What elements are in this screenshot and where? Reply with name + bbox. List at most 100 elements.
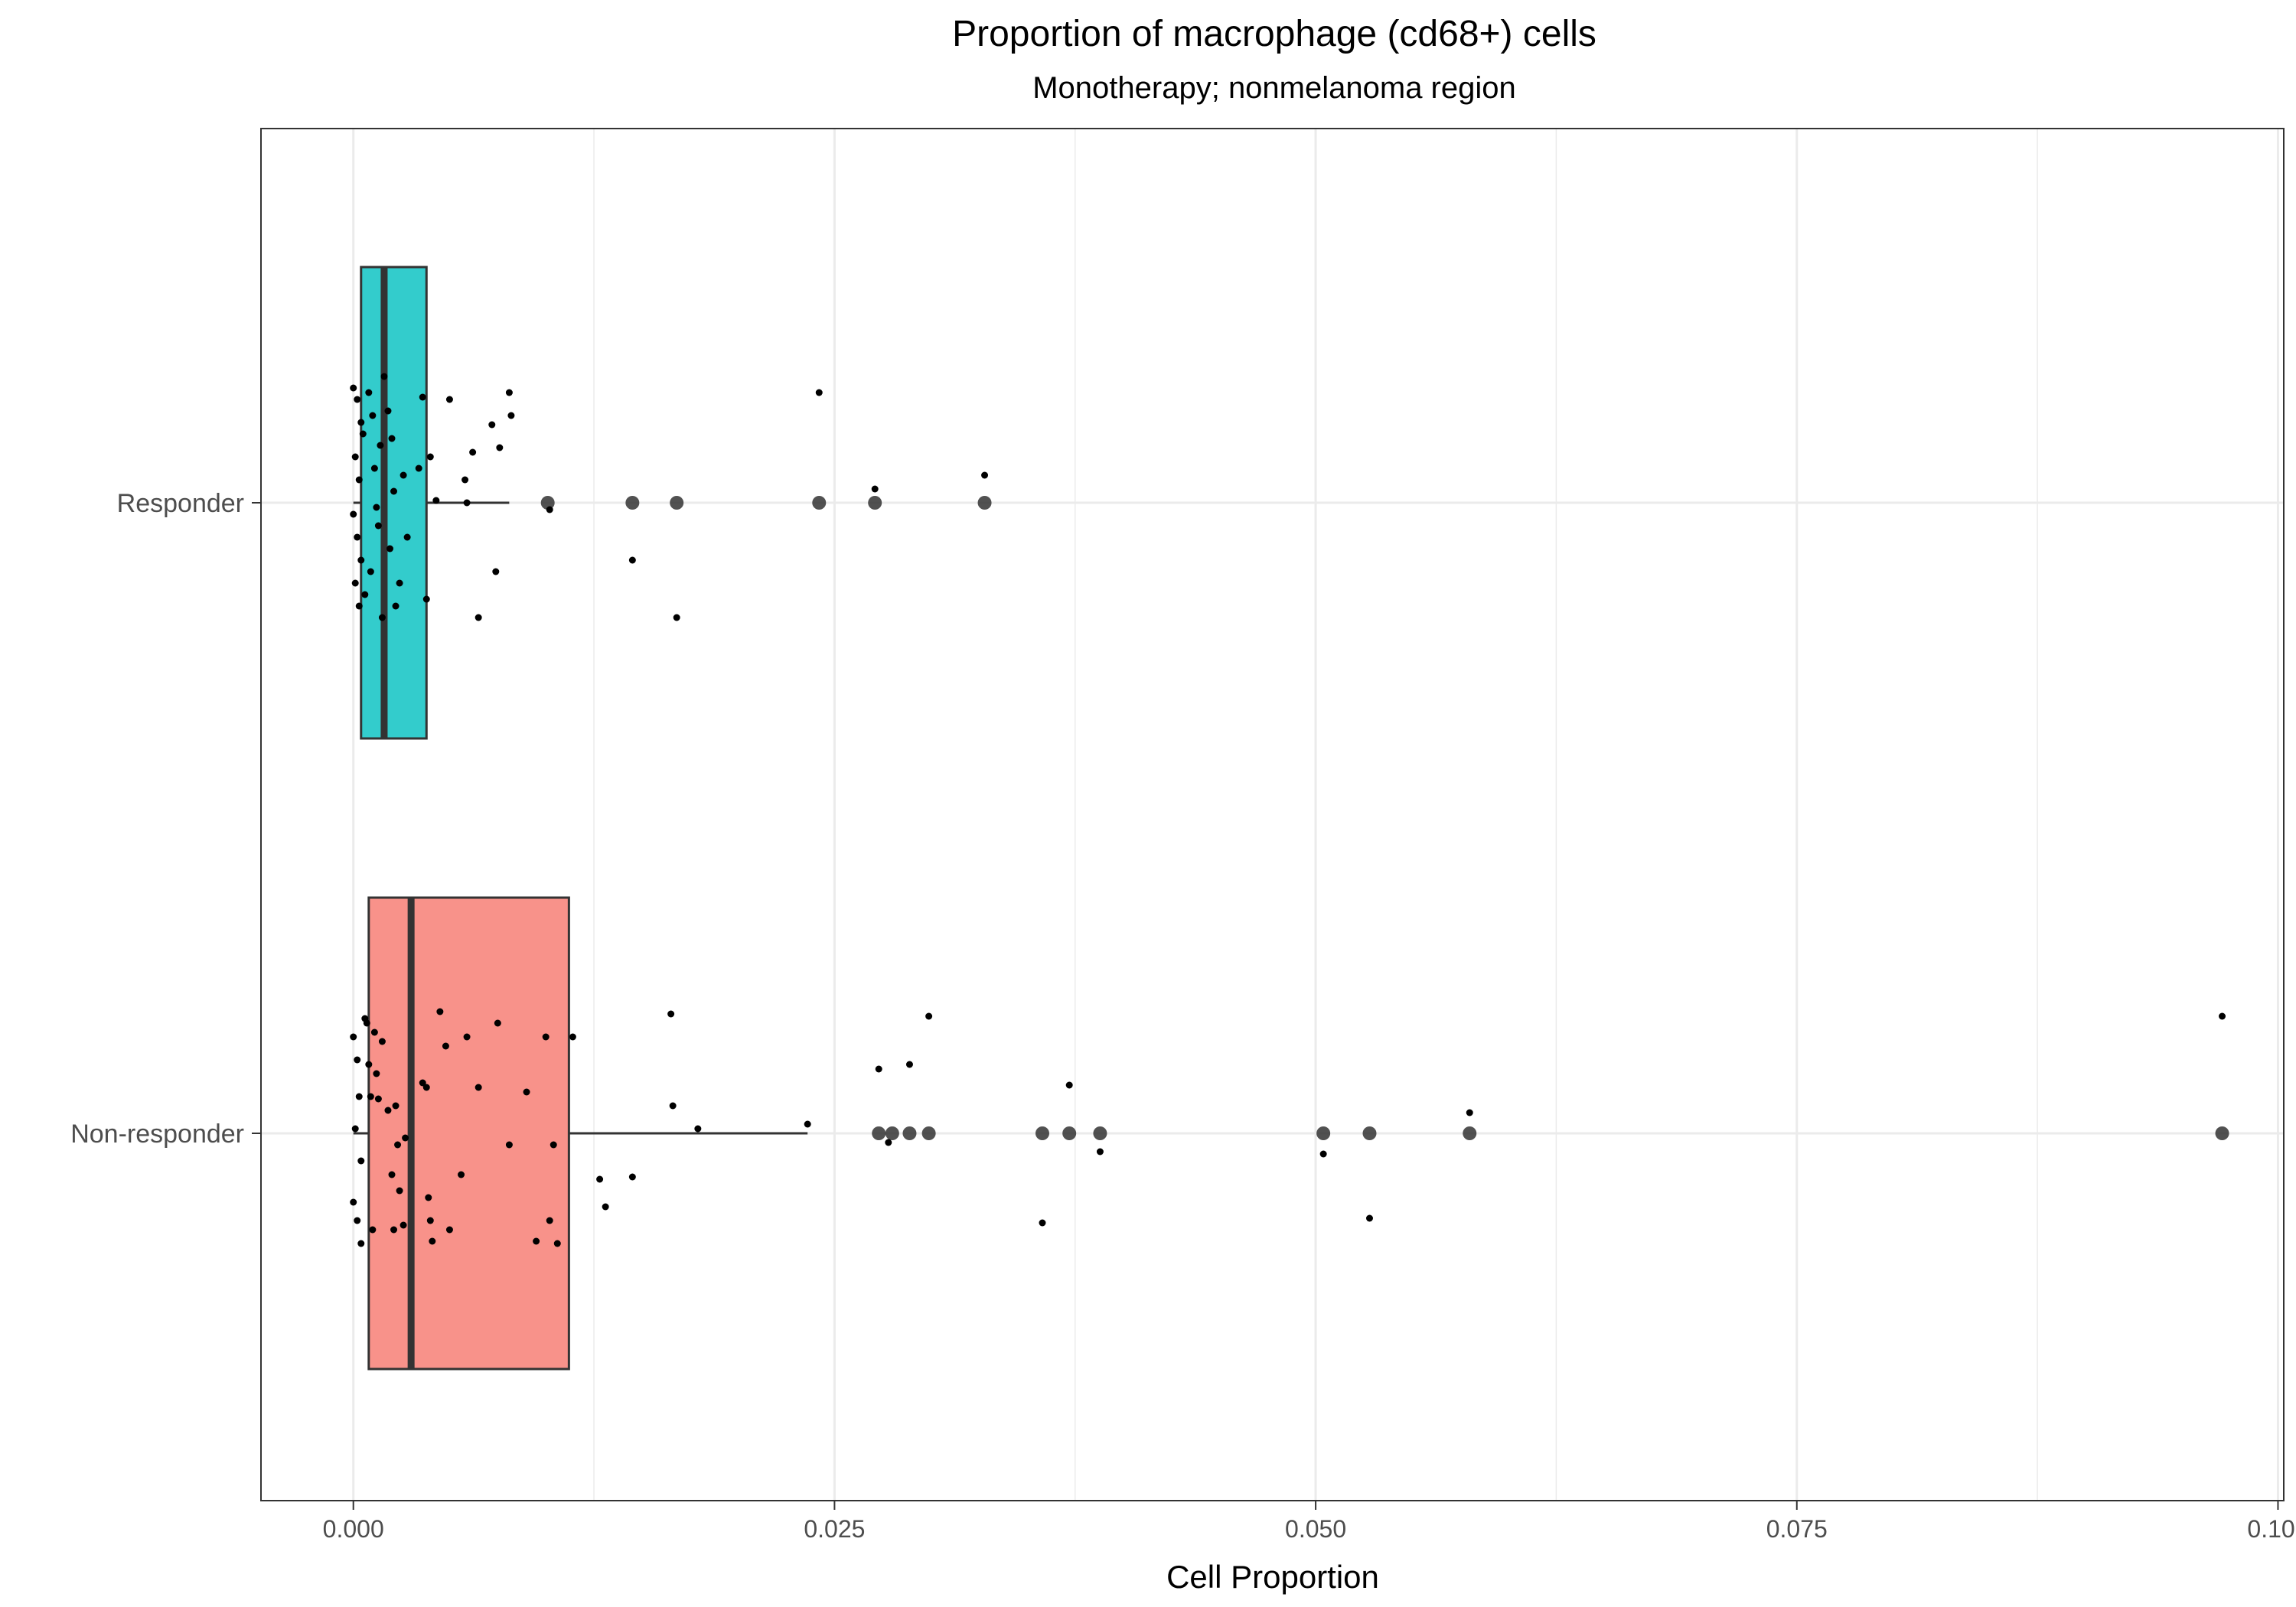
data-point bbox=[357, 1157, 365, 1165]
data-point bbox=[378, 614, 386, 621]
data-point bbox=[815, 389, 823, 396]
data-point bbox=[390, 1226, 398, 1234]
data-point bbox=[2219, 1012, 2226, 1020]
data-point bbox=[388, 435, 396, 442]
data-point bbox=[373, 504, 380, 511]
outlier-point bbox=[1062, 1126, 1077, 1140]
data-point bbox=[355, 1093, 363, 1100]
data-point bbox=[458, 1171, 465, 1178]
data-point bbox=[355, 602, 363, 610]
data-point bbox=[492, 568, 500, 575]
box-iqr bbox=[367, 896, 570, 1371]
outlier-point bbox=[921, 1126, 936, 1140]
data-point bbox=[396, 1187, 403, 1195]
data-point bbox=[669, 1102, 677, 1110]
data-point bbox=[981, 471, 989, 479]
data-point bbox=[694, 1125, 702, 1133]
data-point bbox=[357, 1240, 365, 1247]
data-point bbox=[392, 602, 400, 610]
data-point bbox=[426, 1217, 434, 1224]
data-point bbox=[394, 1141, 402, 1149]
data-point bbox=[350, 510, 357, 518]
data-point bbox=[442, 1042, 449, 1050]
outlier-point bbox=[1362, 1126, 1377, 1140]
outlier-point bbox=[1463, 1126, 1477, 1140]
data-point bbox=[507, 412, 515, 419]
axis-layer: 0.000 0.025 0.050 0.075 0.100 Responder Non-re… bbox=[70, 489, 2296, 1543]
outlier-point bbox=[902, 1126, 917, 1140]
data-point bbox=[357, 556, 365, 564]
x-tick-label: 0.000 bbox=[323, 1515, 384, 1543]
data-point bbox=[905, 1061, 913, 1068]
point-layer bbox=[350, 373, 2226, 1247]
data-point bbox=[350, 384, 357, 392]
data-point bbox=[380, 373, 388, 380]
data-point bbox=[392, 1102, 400, 1110]
data-point bbox=[422, 595, 430, 603]
data-point bbox=[596, 1175, 604, 1183]
data-point bbox=[445, 1226, 453, 1234]
data-point bbox=[363, 1019, 370, 1027]
data-point bbox=[370, 464, 378, 472]
data-point bbox=[475, 614, 482, 621]
data-point bbox=[351, 579, 359, 587]
data-point bbox=[384, 407, 392, 415]
data-point bbox=[533, 1237, 540, 1245]
data-point bbox=[628, 1173, 636, 1181]
outlier-point bbox=[540, 496, 555, 510]
data-point bbox=[804, 1120, 811, 1128]
data-point bbox=[550, 1141, 557, 1149]
box-layer bbox=[353, 266, 2229, 1371]
outlier-point bbox=[872, 1126, 886, 1140]
data-point bbox=[463, 499, 471, 507]
data-point bbox=[355, 476, 363, 484]
data-point bbox=[496, 444, 504, 451]
data-point bbox=[553, 1240, 561, 1247]
data-point bbox=[1365, 1214, 1373, 1222]
data-point bbox=[374, 522, 382, 530]
data-point bbox=[400, 471, 407, 479]
data-point bbox=[367, 568, 374, 575]
chart-title: Proportion of macrophage (cd68+) cells bbox=[952, 14, 1596, 54]
x-tick-label: 0.075 bbox=[1766, 1515, 1828, 1543]
data-point bbox=[667, 1010, 675, 1018]
data-point bbox=[628, 556, 636, 564]
data-point bbox=[377, 442, 384, 449]
data-point bbox=[569, 1033, 576, 1041]
data-point bbox=[350, 1033, 357, 1041]
data-point bbox=[469, 448, 477, 456]
data-point bbox=[463, 1033, 471, 1041]
data-point bbox=[350, 1198, 357, 1206]
y-category-label: Responder bbox=[117, 489, 244, 518]
data-point bbox=[365, 389, 373, 396]
data-point bbox=[436, 1008, 444, 1015]
outlier-point bbox=[625, 496, 640, 510]
data-point bbox=[875, 1065, 882, 1073]
data-point bbox=[369, 1226, 377, 1234]
data-point bbox=[546, 1217, 553, 1224]
data-point bbox=[359, 430, 367, 438]
data-point bbox=[400, 1221, 407, 1229]
outlier-point bbox=[1035, 1126, 1049, 1140]
outlier-point bbox=[885, 1126, 899, 1140]
x-tick-label: 0.050 bbox=[1285, 1515, 1346, 1543]
data-point bbox=[488, 421, 496, 429]
data-point bbox=[1065, 1081, 1073, 1089]
y-category-label: Non-responder bbox=[70, 1120, 244, 1149]
data-point bbox=[369, 412, 377, 419]
outlier-point bbox=[670, 496, 684, 510]
data-point bbox=[546, 506, 553, 513]
data-point bbox=[445, 396, 453, 403]
data-point bbox=[523, 1088, 530, 1096]
data-point bbox=[1466, 1109, 1473, 1116]
data-point bbox=[378, 1038, 386, 1045]
data-point bbox=[367, 1093, 374, 1100]
data-point bbox=[461, 476, 469, 484]
data-point bbox=[425, 1194, 432, 1201]
outlier-point bbox=[977, 496, 992, 510]
data-point bbox=[415, 464, 422, 472]
data-point bbox=[354, 396, 361, 403]
data-point bbox=[351, 1125, 359, 1133]
data-point bbox=[354, 1217, 361, 1224]
